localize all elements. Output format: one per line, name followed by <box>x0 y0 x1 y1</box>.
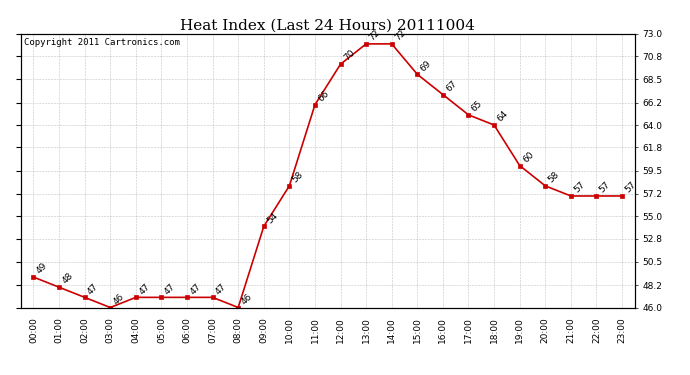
Text: 64: 64 <box>495 109 510 124</box>
Text: 49: 49 <box>35 261 49 276</box>
Text: Copyright 2011 Cartronics.com: Copyright 2011 Cartronics.com <box>23 38 179 47</box>
Text: 47: 47 <box>137 282 152 296</box>
Title: Heat Index (Last 24 Hours) 20111004: Heat Index (Last 24 Hours) 20111004 <box>180 19 475 33</box>
Text: 47: 47 <box>86 282 101 296</box>
Text: 70: 70 <box>342 48 357 63</box>
Text: 57: 57 <box>572 180 586 195</box>
Text: 57: 57 <box>623 180 638 195</box>
Text: 48: 48 <box>61 272 75 286</box>
Text: 57: 57 <box>598 180 612 195</box>
Text: 47: 47 <box>188 282 203 296</box>
Text: 47: 47 <box>214 282 228 296</box>
Text: 65: 65 <box>470 99 484 114</box>
Text: 67: 67 <box>444 79 459 93</box>
Text: 47: 47 <box>163 282 177 296</box>
Text: 58: 58 <box>290 170 305 184</box>
Text: 46: 46 <box>112 292 126 306</box>
Text: 72: 72 <box>393 28 408 42</box>
Text: 46: 46 <box>239 292 254 306</box>
Text: 72: 72 <box>368 28 382 42</box>
Text: 54: 54 <box>265 211 279 225</box>
Text: 69: 69 <box>419 58 433 73</box>
Text: 60: 60 <box>521 150 535 164</box>
Text: 58: 58 <box>546 170 561 184</box>
Text: 66: 66 <box>316 89 331 104</box>
